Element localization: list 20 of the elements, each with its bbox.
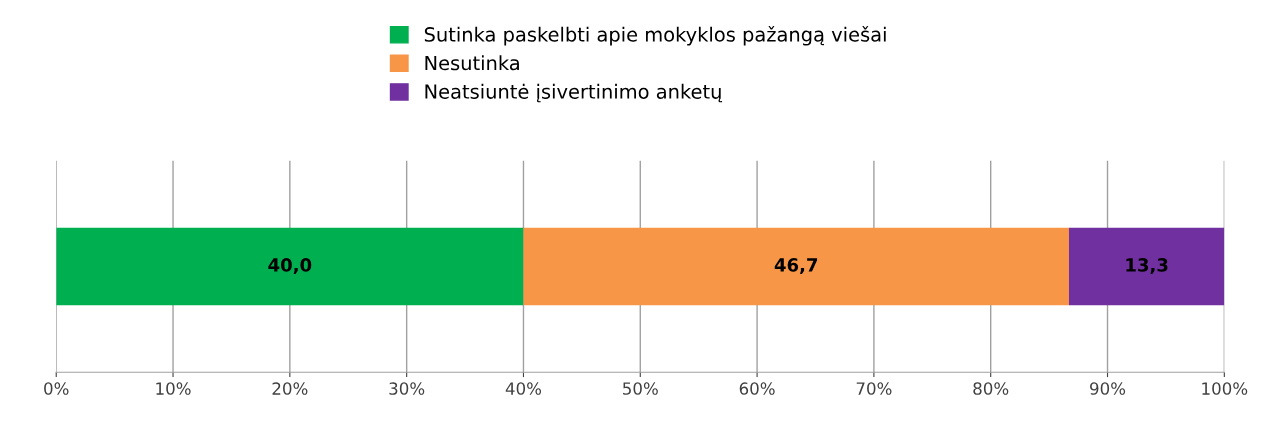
x-tick-label: 20% <box>272 382 308 395</box>
x-tick-label: 80% <box>973 382 1009 395</box>
legend-label: Neatsiuntė įsivertinimo anketų <box>425 83 723 103</box>
x-tick-label: 50% <box>623 382 658 395</box>
bar <box>523 227 1069 306</box>
legend-label: Sutinka paskelbti apie mokyklos pažangą viešai <box>424 25 886 46</box>
data-label: 46,7 <box>774 258 818 275</box>
data-label: 40,0 <box>268 258 312 275</box>
x-tick-label: 30% <box>389 382 425 395</box>
bar <box>56 227 524 306</box>
x-tick-label: 0% <box>44 382 69 395</box>
bar <box>1068 227 1225 306</box>
x-tick-label: 70% <box>856 382 892 395</box>
x-tick-label: 90% <box>1090 382 1126 395</box>
x-tick-label: 60% <box>739 382 775 395</box>
legend-label: Nesutinka <box>425 55 519 71</box>
x-tick-label: 10% <box>156 382 191 395</box>
data-label: 13,3 <box>1126 258 1168 275</box>
x-tick-label: 40% <box>505 382 542 395</box>
x-tick-label: 100% <box>1202 382 1248 395</box>
